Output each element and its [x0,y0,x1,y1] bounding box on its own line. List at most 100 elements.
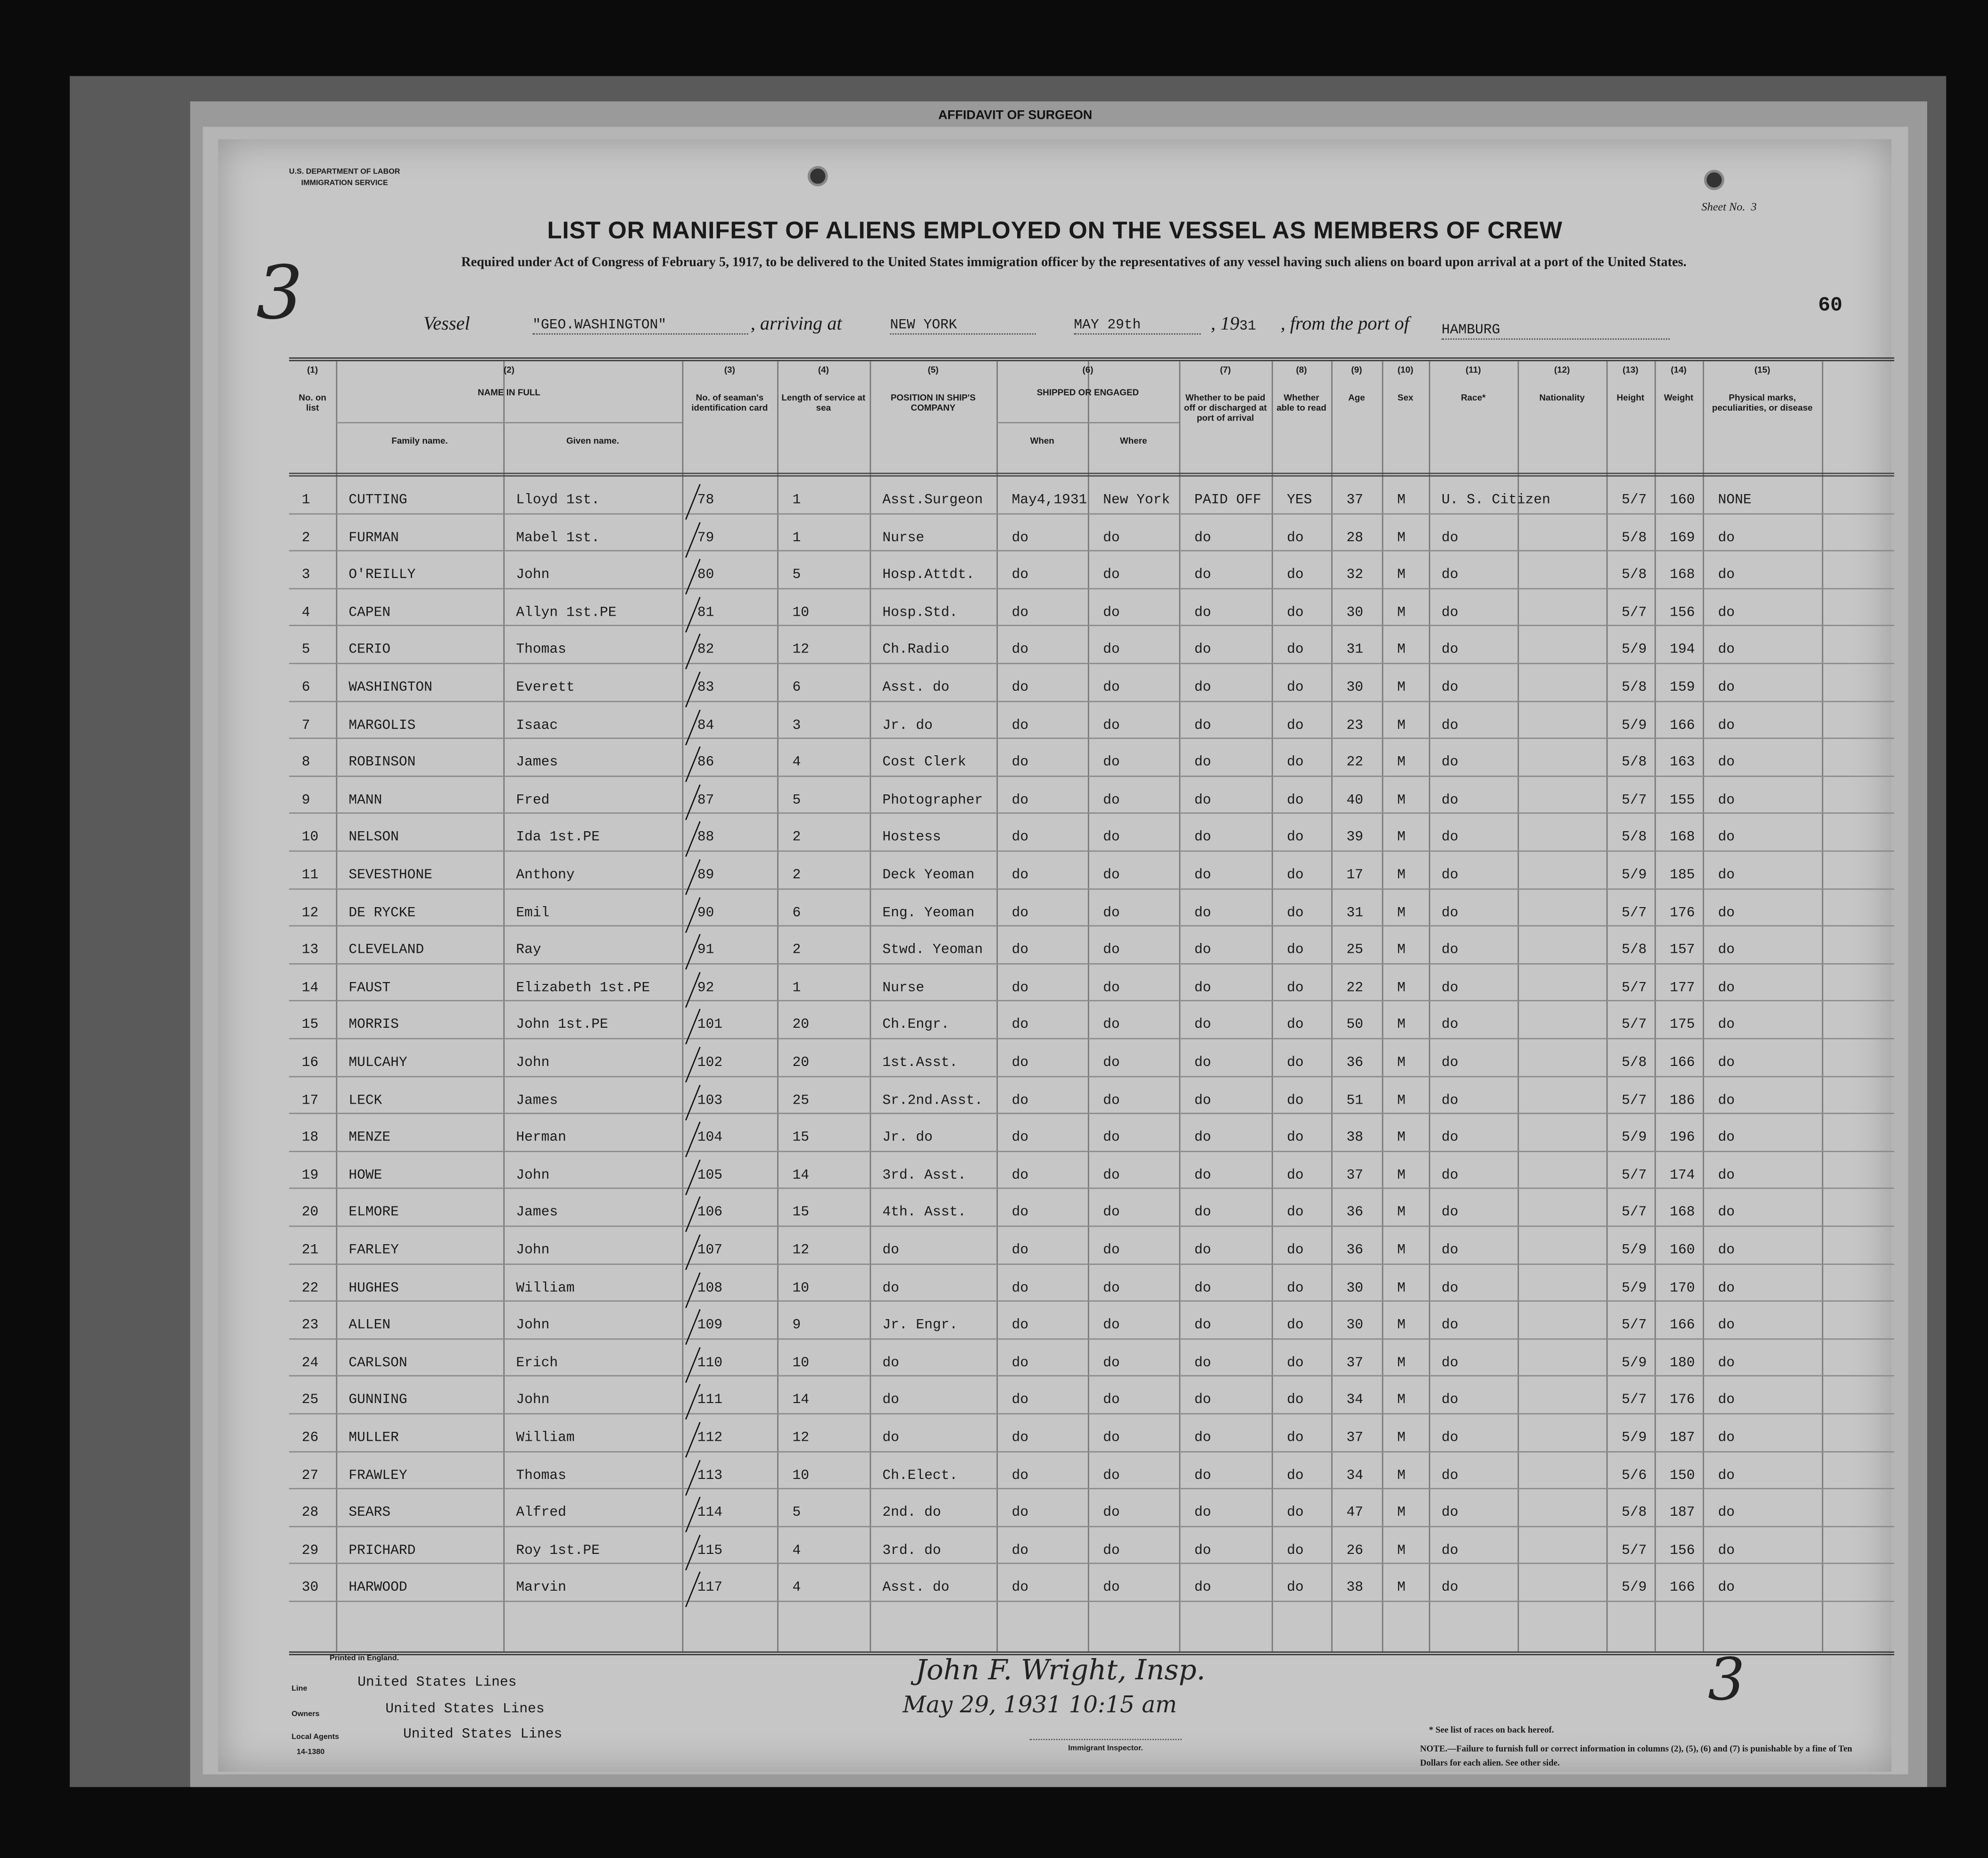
cell-service-length: 14 [792,1393,810,1409]
cell-service-length: 10 [792,1468,810,1484]
cell-weight: 159 [1670,680,1695,696]
cell-physical-marks: do [1718,1018,1735,1034]
cell-given-name: John 1st.PE [516,1018,608,1034]
cell-age: 34 [1346,1468,1364,1484]
cell-weight: 187 [1670,1431,1695,1446]
cell-given-name: John [516,1393,550,1409]
row-divider [289,925,1895,927]
cell-no: 20 [301,1206,319,1221]
cell-id-card: 89 [697,868,714,884]
cell-able-to-read: do [1287,568,1304,584]
cell-able-to-read: do [1287,605,1304,621]
cell-height: 5/9 [1621,718,1647,734]
column-number: (1) [307,366,318,375]
column-header: Nationality [1539,394,1585,403]
cell-physical-marks: do [1718,1318,1735,1334]
cell-shipped-where: New York [1103,493,1170,509]
cell-sex: M [1397,493,1406,509]
cell-race: do [1441,868,1458,884]
cell-height: 5/7 [1621,1393,1647,1409]
inspector-caption: Immigrant Inspector. [1029,1739,1182,1754]
cell-able-to-read: do [1287,793,1304,809]
cell-race: do [1441,643,1458,659]
cell-sex: M [1397,568,1406,584]
column-number: (5) [928,366,939,375]
cell-weight: 196 [1670,1131,1695,1146]
cell-weight: 150 [1670,1468,1695,1484]
cell-height: 5/6 [1621,1468,1647,1484]
cell-able-to-read: do [1287,643,1304,659]
cell-height: 5/9 [1621,643,1647,659]
cell-position: Nurse [882,981,925,996]
cell-position: do [882,1280,899,1296]
cell-shipped-where: do [1103,1393,1120,1409]
cell-position: Jr. do [882,1131,933,1146]
cell-age: 28 [1346,530,1364,546]
cell-family-name: ELMORE [348,1206,399,1221]
arrival-port: NEW YORK [890,318,1036,335]
cell-service-length: 12 [792,643,810,659]
cell-family-name: ROBINSON [348,755,416,771]
cell-weight: 187 [1670,1506,1695,1521]
cell-no: 8 [301,755,310,771]
cell-weight: 166 [1670,1318,1695,1334]
cell-shipped-where: do [1103,1543,1120,1559]
column-divider [1331,361,1333,1652]
cell-family-name: MANN [348,793,382,809]
arriving-label: , arriving at [750,314,842,335]
cell-shipped-where: do [1103,1431,1120,1446]
cell-physical-marks: do [1718,1243,1735,1259]
cell-paid-off: do [1194,1318,1211,1334]
punch-hole-icon [1704,170,1724,190]
cell-able-to-read: do [1287,1543,1304,1559]
column-divider [1271,361,1273,1652]
cell-no: 4 [301,605,310,621]
cell-paid-off: do [1194,680,1211,696]
column-divider [1517,361,1519,1652]
cell-able-to-read: do [1287,868,1304,884]
cell-service-length: 5 [792,793,801,809]
cell-family-name: NELSON [348,830,399,846]
header-divider [289,472,1895,477]
cell-no: 30 [301,1581,319,1596]
cell-age: 23 [1346,718,1364,734]
cell-age: 37 [1346,493,1364,509]
cell-sex: M [1397,1168,1406,1184]
cell-family-name: CARLSON [348,1355,407,1371]
cell-position: Sr.2nd.Asst. [882,1093,983,1109]
cell-service-length: 1 [792,493,801,509]
cell-shipped-where: do [1103,830,1120,846]
cell-height: 5/7 [1621,493,1647,509]
column-number: (12) [1554,366,1570,375]
cell-age: 17 [1346,868,1364,884]
cell-shipped-where: do [1103,1206,1120,1221]
penalty-note: NOTE.—Failure to furnish full or correct… [1420,1744,1853,1768]
cell-able-to-read: do [1287,1018,1304,1034]
cell-weight: 176 [1670,906,1695,921]
cell-shipped-when: do [1011,943,1029,958]
column-divider [1179,361,1181,1652]
affidavit-title: AFFIDAVIT OF SURGEON [938,109,1093,123]
column-divider [1382,361,1383,1652]
cell-able-to-read: do [1287,1131,1304,1146]
cell-shipped-when: do [1011,1280,1029,1296]
cell-shipped-where: do [1103,755,1120,771]
cell-no: 28 [301,1506,319,1521]
cell-able-to-read: do [1287,1393,1304,1409]
row-divider [289,1526,1895,1527]
cell-weight: 174 [1670,1168,1695,1184]
cell-given-name: John [516,1243,550,1259]
cell-physical-marks: do [1718,906,1735,921]
column-number: (8) [1296,366,1307,375]
cell-paid-off: do [1194,943,1211,958]
column-divider [1087,361,1089,1652]
cell-shipped-when: do [1011,755,1029,771]
cell-given-name: Lloyd 1st. [516,493,600,509]
cell-id-card: 113 [697,1468,723,1484]
cell-no: 14 [301,981,319,996]
cell-shipped-where: do [1103,605,1120,621]
cell-race: do [1441,830,1458,846]
column-header: No. of seaman's identification card [691,394,768,413]
printed-in: Printed in England. [330,1655,399,1663]
row-divider [289,1225,1895,1227]
